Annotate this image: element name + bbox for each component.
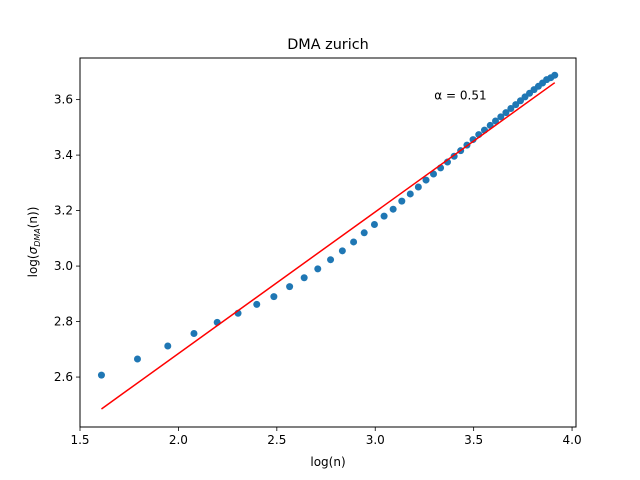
data-point — [164, 342, 172, 350]
data-point — [398, 197, 406, 205]
data-point — [502, 109, 510, 117]
data-point — [253, 300, 261, 308]
plot-marks — [97, 71, 559, 410]
y-axis-label-sigma: σ — [26, 246, 40, 254]
data-point — [389, 205, 397, 213]
data-point — [380, 212, 388, 220]
x-axis-ticks: 1.5 2.0 2.5 3.0 3.5 4.0 — [70, 427, 582, 447]
data-point — [551, 71, 559, 79]
data-point — [286, 283, 294, 291]
data-point — [516, 97, 524, 105]
y-tick-label: 2.8 — [54, 315, 73, 329]
data-point — [491, 117, 499, 125]
y-tick-label: 3.2 — [54, 204, 73, 218]
data-point — [133, 355, 141, 363]
y-tick-label: 3.6 — [54, 93, 73, 107]
data-point — [429, 170, 437, 178]
alpha-annotation: α = 0.51 — [434, 89, 486, 103]
data-point — [350, 238, 358, 246]
x-tick-label: 3.0 — [366, 433, 385, 447]
axes-frame — [79, 57, 577, 428]
y-axis-label-suffix: (n)) — [26, 207, 40, 229]
data-point — [97, 371, 105, 379]
data-point — [327, 256, 335, 264]
x-tick-label: 4.0 — [563, 433, 582, 447]
y-tick-label: 2.6 — [54, 370, 73, 384]
data-point — [300, 274, 308, 282]
y-axis-ticks: 2.6 2.8 3.0 3.2 3.4 3.6 — [54, 93, 80, 384]
data-point — [469, 136, 477, 144]
data-point — [422, 176, 430, 184]
data-point — [314, 265, 322, 273]
fit-line — [101, 82, 556, 410]
data-point — [406, 190, 414, 198]
data-point — [270, 293, 278, 301]
y-axis-label-prefix: log( — [26, 254, 40, 277]
y-tick-label: 3.4 — [54, 148, 73, 162]
data-point — [512, 101, 520, 109]
annotations: α = 0.51 — [434, 89, 486, 103]
data-point — [370, 220, 378, 228]
y-axis-label: log(σDMA(n)) — [26, 207, 42, 278]
data-point — [497, 113, 505, 121]
y-tick-label: 3.0 — [54, 259, 73, 273]
x-axis-label: log(n) — [310, 455, 345, 469]
data-point — [190, 330, 198, 338]
x-tick-label: 3.5 — [464, 433, 483, 447]
data-point — [360, 229, 368, 237]
y-axis-label-subscript: DMA — [33, 228, 42, 247]
data-point — [338, 247, 346, 255]
chart-title: DMA zurich — [287, 37, 369, 53]
data-point — [507, 104, 515, 112]
x-tick-label: 2.0 — [169, 433, 188, 447]
x-tick-label: 2.5 — [267, 433, 286, 447]
data-point — [414, 183, 422, 191]
x-tick-label: 1.5 — [70, 433, 89, 447]
